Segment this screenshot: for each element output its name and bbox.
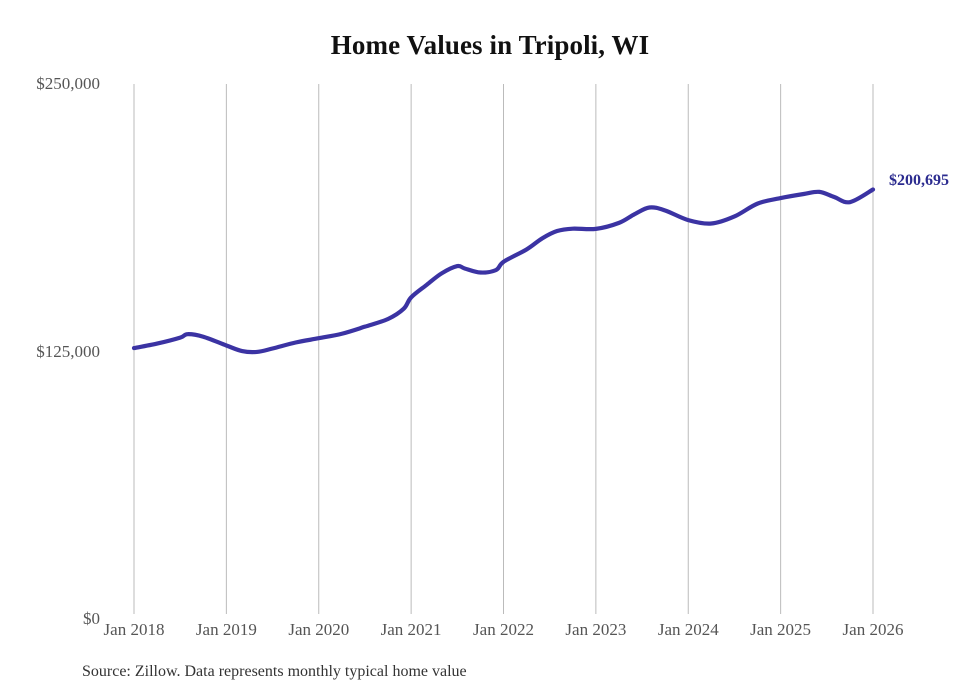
y-axis-tick-0: $0 — [83, 609, 100, 628]
x-axis-tick-2021: Jan 2021 — [380, 620, 442, 639]
series-line-0 — [131, 187, 876, 355]
gridlines — [133, 84, 874, 614]
x-axis-tick-2020: Jan 2020 — [288, 620, 350, 639]
source-note: Source: Zillow. Data represents monthly … — [82, 663, 467, 680]
y-axis-tick-250000: $250,000 — [36, 74, 100, 93]
x-axis-tick-2022: Jan 2022 — [473, 620, 534, 639]
end-value-annotation: $200,695 — [889, 172, 949, 189]
x-axis-tick-2025: Jan 2025 — [750, 620, 812, 639]
page-title: Home Values in Tripoli, WI — [330, 30, 650, 60]
x-axis-tick-2018: Jan 2018 — [103, 620, 165, 639]
x-axis-tick-2026: Jan 2026 — [842, 620, 904, 639]
y-axis-tick-125000: $125,000 — [36, 342, 100, 361]
x-axis-tick-2024: Jan 2024 — [657, 620, 719, 639]
data-series-group — [131, 187, 876, 355]
x-axis-tick-2019: Jan 2019 — [195, 620, 257, 639]
x-axis-tick-2023: Jan 2023 — [565, 620, 627, 639]
